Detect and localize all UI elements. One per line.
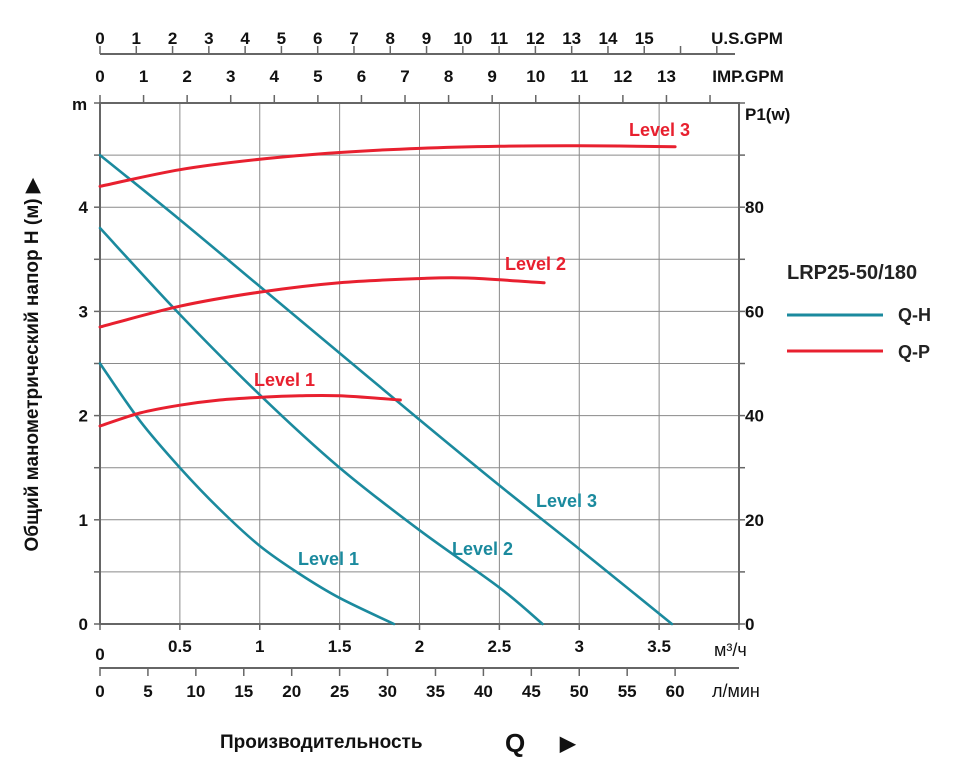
lmin-tick-label: 60 xyxy=(666,682,685,701)
y2-tick-label: 40 xyxy=(745,407,764,426)
impgpm-unit-label: IMP.GPM xyxy=(712,67,783,86)
legend-qh-label: Q-H xyxy=(898,305,931,325)
lmin-tick-label: 35 xyxy=(426,682,445,701)
y-tick-label: 1 xyxy=(79,511,88,530)
y-tick-label: 2 xyxy=(79,407,88,426)
impgpm-tick-label: 6 xyxy=(357,67,366,86)
y-tick-label: 3 xyxy=(79,302,88,321)
impgpm-tick-label: 0 xyxy=(95,67,104,86)
x-tick-label: 0.5 xyxy=(168,637,192,656)
y-unit-label: m xyxy=(72,95,87,114)
y2-tick-label: 60 xyxy=(745,302,764,321)
usgpm-tick-label: 14 xyxy=(598,29,617,48)
lmin-tick-label: 45 xyxy=(522,682,541,701)
impgpm-tick-label: 10 xyxy=(526,67,545,86)
y-axis-title-group: Общий манометрический напор H (м) ▶ xyxy=(22,177,43,551)
y2-axis-label: P1(w) xyxy=(745,105,790,124)
y-axis-title: Общий манометрический напор H (м) ▶ xyxy=(22,177,43,551)
curve-label-q-h-level-2: Level 2 xyxy=(452,539,513,559)
usgpm-tick-label: 9 xyxy=(422,29,431,48)
lmin-tick-label: 50 xyxy=(570,682,589,701)
usgpm-unit-label: U.S.GPM xyxy=(711,29,783,48)
curve-q-p-level-2 xyxy=(98,276,546,329)
impgpm-tick-label: 2 xyxy=(182,67,191,86)
curve-q-p-level-3 xyxy=(98,144,677,188)
impgpm-tick-label: 12 xyxy=(613,67,632,86)
impgpm-tick-label: 9 xyxy=(487,67,496,86)
curve-q-h-level-3 xyxy=(98,153,674,626)
impgpm-tick-label: 7 xyxy=(400,67,409,86)
lmin-tick-label: 40 xyxy=(474,682,493,701)
y-axis-title-text: Общий манометрический напор H (м) xyxy=(22,198,43,551)
legend-title: LRP25-50/180 xyxy=(787,262,917,284)
lmin-tick-label: 5 xyxy=(143,682,152,701)
usgpm-tick-label: 0 xyxy=(95,29,104,48)
y2-tick-label: 80 xyxy=(745,198,764,217)
lmin-tick-label: 10 xyxy=(186,682,205,701)
usgpm-tick-label: 8 xyxy=(386,29,395,48)
y-axis-arrow: ▶ xyxy=(22,177,43,194)
usgpm-tick-label: 10 xyxy=(453,29,472,48)
curve-label-q-h-level-1: Level 1 xyxy=(298,549,359,569)
lmin-unit-label: л/мин xyxy=(712,681,760,701)
x-tick-label: 2 xyxy=(415,637,424,656)
curve-q-h-level-1 xyxy=(98,362,396,626)
grid xyxy=(100,103,739,624)
usgpm-tick-label: 11 xyxy=(490,29,508,48)
impgpm-tick-label: 4 xyxy=(270,67,280,86)
usgpm-tick-label: 3 xyxy=(204,29,213,48)
impgpm-tick-label: 3 xyxy=(226,67,235,86)
x-tick-label: 1 xyxy=(255,637,264,656)
usgpm-tick-label: 15 xyxy=(635,29,654,48)
legend-qp-label: Q-P xyxy=(898,342,930,362)
lmin-tick-label: 25 xyxy=(330,682,349,701)
lmin-tick-label: 55 xyxy=(618,682,637,701)
y-tick-label: 0 xyxy=(79,615,88,634)
lmin-tick-label: 0 xyxy=(95,682,104,701)
impgpm-tick-label: 8 xyxy=(444,67,453,86)
curve-label-q-p-level-1: Level 1 xyxy=(254,370,315,390)
y-tick-label: 4 xyxy=(79,198,89,217)
y2-tick-label: 20 xyxy=(745,511,764,530)
impgpm-tick-label: 1 xyxy=(139,67,148,86)
x-unit-label: м³/ч xyxy=(714,640,747,660)
lmin-tick-label: 15 xyxy=(234,682,253,701)
usgpm-tick-label: 5 xyxy=(277,29,286,48)
usgpm-tick-label: 4 xyxy=(240,29,250,48)
usgpm-tick-label: 6 xyxy=(313,29,322,48)
curve-label-q-p-level-3: Level 3 xyxy=(629,120,690,140)
curve-label-q-h-level-3: Level 3 xyxy=(536,491,597,511)
lmin-tick-label: 20 xyxy=(282,682,301,701)
x-axis-symbol: Q xyxy=(505,728,525,758)
impgpm-tick-label: 13 xyxy=(657,67,676,86)
x-axis-arrow: ▶ xyxy=(559,733,577,755)
curve-q-h-level-2 xyxy=(98,226,544,626)
curve-label-q-p-level-2: Level 2 xyxy=(505,254,566,274)
curve-q-p-level-1 xyxy=(98,393,402,428)
x-axis-title: Производительность xyxy=(220,732,423,753)
y2-tick-label: 0 xyxy=(745,615,754,634)
x-tick-label: 0 xyxy=(95,645,104,664)
x-tick-label: 2.5 xyxy=(488,637,512,656)
curves: Level 1 Level 2 Level 3 Level 1 Level 2 Level… xyxy=(98,120,690,626)
usgpm-tick-label: 12 xyxy=(526,29,545,48)
x-tick-label: 1.5 xyxy=(328,637,352,656)
usgpm-tick-label: 7 xyxy=(349,29,358,48)
impgpm-tick-label: 11 xyxy=(570,67,588,86)
usgpm-tick-label: 2 xyxy=(168,29,177,48)
lmin-tick-label: 30 xyxy=(378,682,397,701)
x-tick-label: 3.5 xyxy=(647,637,671,656)
x-tick-label: 3 xyxy=(575,637,584,656)
usgpm-tick-label: 13 xyxy=(562,29,581,48)
usgpm-tick-label: 1 xyxy=(132,29,141,48)
impgpm-tick-label: 5 xyxy=(313,67,322,86)
